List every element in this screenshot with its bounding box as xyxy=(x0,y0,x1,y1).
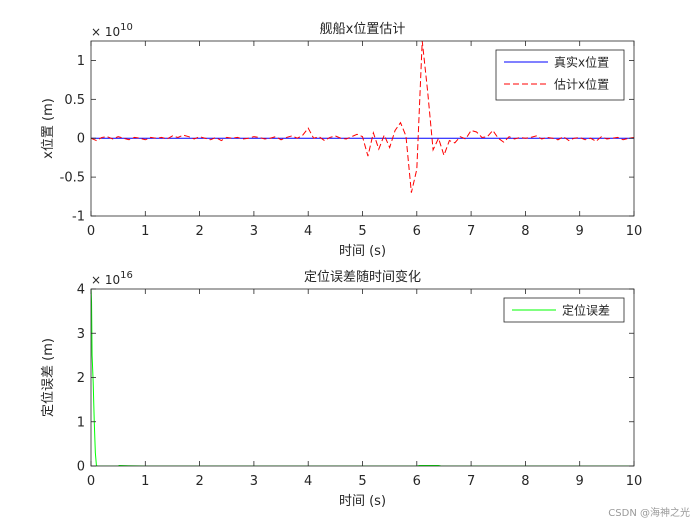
x-tick-label: 3 xyxy=(250,224,258,239)
x-tick-label: 10 xyxy=(626,224,643,239)
x-axis-label: 时间 (s) xyxy=(339,494,386,509)
x-tick-label: 7 xyxy=(467,224,475,239)
y-tick-label: 0.5 xyxy=(64,93,85,108)
x-tick-label: 9 xyxy=(576,224,584,239)
y-tick-label: 1 xyxy=(77,54,85,69)
y-axis-label: 定位误差 (m) xyxy=(41,338,56,417)
x-tick-label: 7 xyxy=(467,474,475,489)
y-axis-label: x位置 (m) xyxy=(41,98,56,159)
x-tick-label: 4 xyxy=(304,224,312,239)
chart-title: 定位误差随时间变化 xyxy=(304,269,421,285)
y-tick-label: 0 xyxy=(77,132,85,147)
x-tick-label: 9 xyxy=(576,474,584,489)
series-group xyxy=(91,41,634,193)
x-tick-label: 0 xyxy=(87,474,95,489)
y-exponent-label: × 1016 xyxy=(91,270,133,287)
chart-title: 舰船x位置估计 xyxy=(320,22,406,37)
x-tick-label: 1 xyxy=(141,474,149,489)
x-tick-label: 3 xyxy=(250,474,258,489)
x-tick-label: 6 xyxy=(413,224,421,239)
x-tick-label: 2 xyxy=(195,474,203,489)
x-tick-label: 8 xyxy=(521,474,529,489)
y-tick-label: 3 xyxy=(77,327,85,342)
x-axis-label: 时间 (s) xyxy=(339,244,386,259)
y-tick-label: 1 xyxy=(77,415,85,430)
y-tick-label: -0.5 xyxy=(60,171,85,186)
legend-label: 定位误差 xyxy=(562,303,610,318)
x-tick-label: 0 xyxy=(87,224,95,239)
y-tick-label: 2 xyxy=(77,371,85,386)
x-tick-label: 10 xyxy=(626,474,643,489)
x-tick-label: 8 xyxy=(521,224,529,239)
watermark: CSDN @海神之光 xyxy=(608,506,690,519)
y-tick-label: 4 xyxy=(77,283,85,298)
legend-box xyxy=(495,49,625,101)
series-line-2 xyxy=(91,41,634,193)
legend-label: 真实x位置 xyxy=(554,55,609,70)
y-exponent-label: × 1010 xyxy=(91,22,133,39)
x-tick-label: 6 xyxy=(413,474,421,489)
legend: 定位误差 xyxy=(503,297,625,323)
y-tick-label: -1 xyxy=(72,210,85,225)
legend-label: 估计x位置 xyxy=(554,77,609,92)
x-tick-label: 4 xyxy=(304,474,312,489)
x-tick-label: 5 xyxy=(358,224,366,239)
y-tick-label: 0 xyxy=(77,460,85,475)
x-tick-label: 2 xyxy=(195,224,203,239)
series-line-1 xyxy=(91,289,634,466)
x-tick-label: 1 xyxy=(141,224,149,239)
x-tick-label: 5 xyxy=(358,474,366,489)
series-group xyxy=(91,289,634,466)
